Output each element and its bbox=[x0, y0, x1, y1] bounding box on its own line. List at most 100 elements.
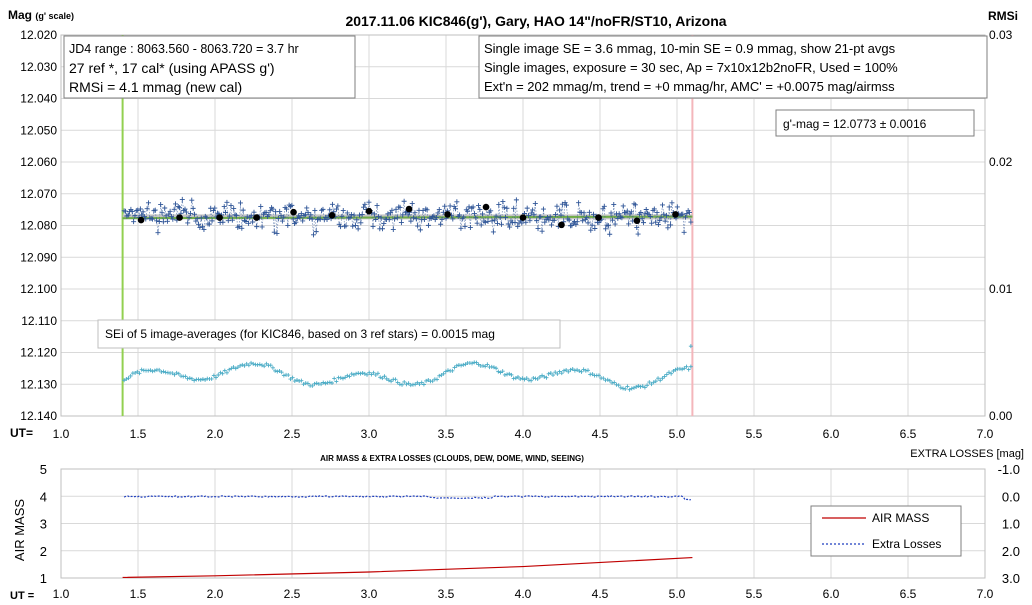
sei-box-text: SEi of 5 image-averages (for KIC846, bas… bbox=[105, 327, 495, 341]
rmsi-point bbox=[384, 376, 389, 381]
rmsi-point bbox=[157, 367, 162, 372]
single-image-point bbox=[393, 206, 399, 212]
single-image-point bbox=[467, 225, 473, 231]
top-plot-area: 12.020 12.030 12.040 12.050 12.060 12.070 12.0… bbox=[20, 28, 1012, 441]
single-image-point bbox=[688, 219, 694, 225]
rmsi-point bbox=[170, 371, 175, 376]
single-image-point bbox=[415, 223, 421, 229]
single-image-point bbox=[182, 206, 188, 212]
rmsi-point bbox=[601, 376, 606, 381]
top-y2-tick-label: 0.02 bbox=[989, 155, 1013, 169]
rmsi-point bbox=[159, 369, 164, 374]
single-image-point bbox=[474, 220, 480, 226]
rmsi-point bbox=[135, 369, 140, 374]
single-image-point bbox=[480, 211, 486, 217]
bottom-y-tick-label: 3 bbox=[40, 517, 47, 532]
single-image-point bbox=[122, 208, 128, 214]
rmsi-point bbox=[323, 381, 328, 386]
single-image-point bbox=[408, 218, 414, 224]
rmsi-point bbox=[277, 368, 282, 373]
rmsi-point bbox=[233, 366, 238, 371]
single-image-point bbox=[528, 210, 534, 216]
average-point bbox=[519, 214, 527, 221]
rmsi-point bbox=[365, 372, 370, 377]
rmsi-point bbox=[312, 381, 317, 386]
rmsi-point bbox=[375, 371, 380, 376]
rmsi-point bbox=[564, 368, 569, 373]
rmsi-point bbox=[426, 377, 431, 382]
top-y-tick-label: 12.040 bbox=[20, 92, 57, 106]
rmsi-point bbox=[491, 365, 496, 370]
rmsi-point bbox=[505, 372, 510, 377]
rmsi-point bbox=[537, 375, 542, 379]
rmsi-point bbox=[356, 371, 361, 376]
single-image-point bbox=[167, 208, 173, 214]
single-image-point bbox=[553, 211, 559, 217]
rmsi-point bbox=[583, 368, 588, 373]
single-image-point bbox=[244, 214, 250, 220]
single-image-point bbox=[420, 207, 426, 213]
single-image-point bbox=[385, 211, 391, 217]
single-image-point bbox=[290, 216, 296, 222]
rmsi-point bbox=[483, 364, 488, 369]
rmsi-point bbox=[664, 372, 669, 377]
single-image-point bbox=[285, 222, 291, 228]
single-image-point bbox=[612, 221, 618, 227]
bottom-x-tick-label: 4.5 bbox=[592, 587, 609, 601]
single-image-point bbox=[496, 201, 502, 207]
single-image-point bbox=[129, 209, 135, 215]
single-image-point bbox=[289, 202, 295, 208]
single-image-point bbox=[155, 230, 161, 236]
bottom-y-tick-label: 2 bbox=[40, 544, 47, 559]
rmsi-point bbox=[402, 379, 407, 384]
single-image-point bbox=[581, 210, 587, 216]
rmsi-point bbox=[656, 376, 661, 381]
rmsi-point bbox=[185, 376, 190, 381]
single-image-point bbox=[373, 217, 379, 223]
single-image-point bbox=[450, 216, 456, 222]
rmsi-point bbox=[531, 375, 536, 380]
single-image-point bbox=[492, 217, 498, 223]
single-image-point bbox=[490, 229, 496, 235]
top-y2-tick-label: 0.00 bbox=[989, 409, 1013, 423]
rmsi-point bbox=[224, 370, 229, 375]
average-point bbox=[290, 208, 297, 216]
bottom-x-tick-label: 1.0 bbox=[53, 587, 70, 601]
bottom-y2-tick-label: 0.0 bbox=[1002, 489, 1020, 504]
bottom-x-axis-label: UT = bbox=[10, 590, 34, 602]
single-image-point bbox=[358, 220, 364, 226]
single-image-point bbox=[619, 215, 625, 221]
rmsi-point bbox=[133, 370, 138, 375]
single-image-point bbox=[248, 213, 254, 219]
single-image-point bbox=[417, 227, 423, 233]
rmsi-point bbox=[189, 376, 194, 381]
single-image-point bbox=[647, 214, 653, 220]
rmsi-point bbox=[671, 369, 676, 373]
single-image-point bbox=[542, 219, 548, 225]
rmsi-point bbox=[369, 372, 374, 377]
rmsi-point bbox=[546, 371, 551, 376]
rmsi-point bbox=[640, 384, 645, 389]
legend-extra-losses-label: Extra Losses bbox=[872, 537, 941, 551]
top-x-tick-label: 2.0 bbox=[207, 427, 224, 441]
rmsi-point bbox=[454, 363, 459, 368]
info-box-right: Single image SE = 3.6 mmag, 10-min SE = … bbox=[478, 35, 988, 99]
rmsi-point bbox=[610, 380, 615, 385]
single-image-point bbox=[447, 203, 453, 209]
rmsi-point bbox=[612, 380, 617, 385]
rmsi-point bbox=[238, 363, 243, 368]
single-image-point bbox=[339, 213, 345, 219]
single-image-point bbox=[615, 215, 621, 221]
rmsi-point bbox=[209, 376, 214, 381]
bottom-x-tick-label: 6.0 bbox=[823, 587, 840, 601]
single-image-point bbox=[270, 206, 276, 212]
rmsi-point bbox=[649, 382, 654, 387]
average-point bbox=[137, 216, 145, 224]
rmsi-point bbox=[415, 380, 420, 385]
average-point bbox=[405, 205, 413, 213]
single-image-point bbox=[310, 232, 316, 238]
rmsi-point bbox=[581, 367, 586, 372]
top-y-tick-label: 12.070 bbox=[20, 187, 57, 201]
single-image-point bbox=[526, 213, 532, 219]
